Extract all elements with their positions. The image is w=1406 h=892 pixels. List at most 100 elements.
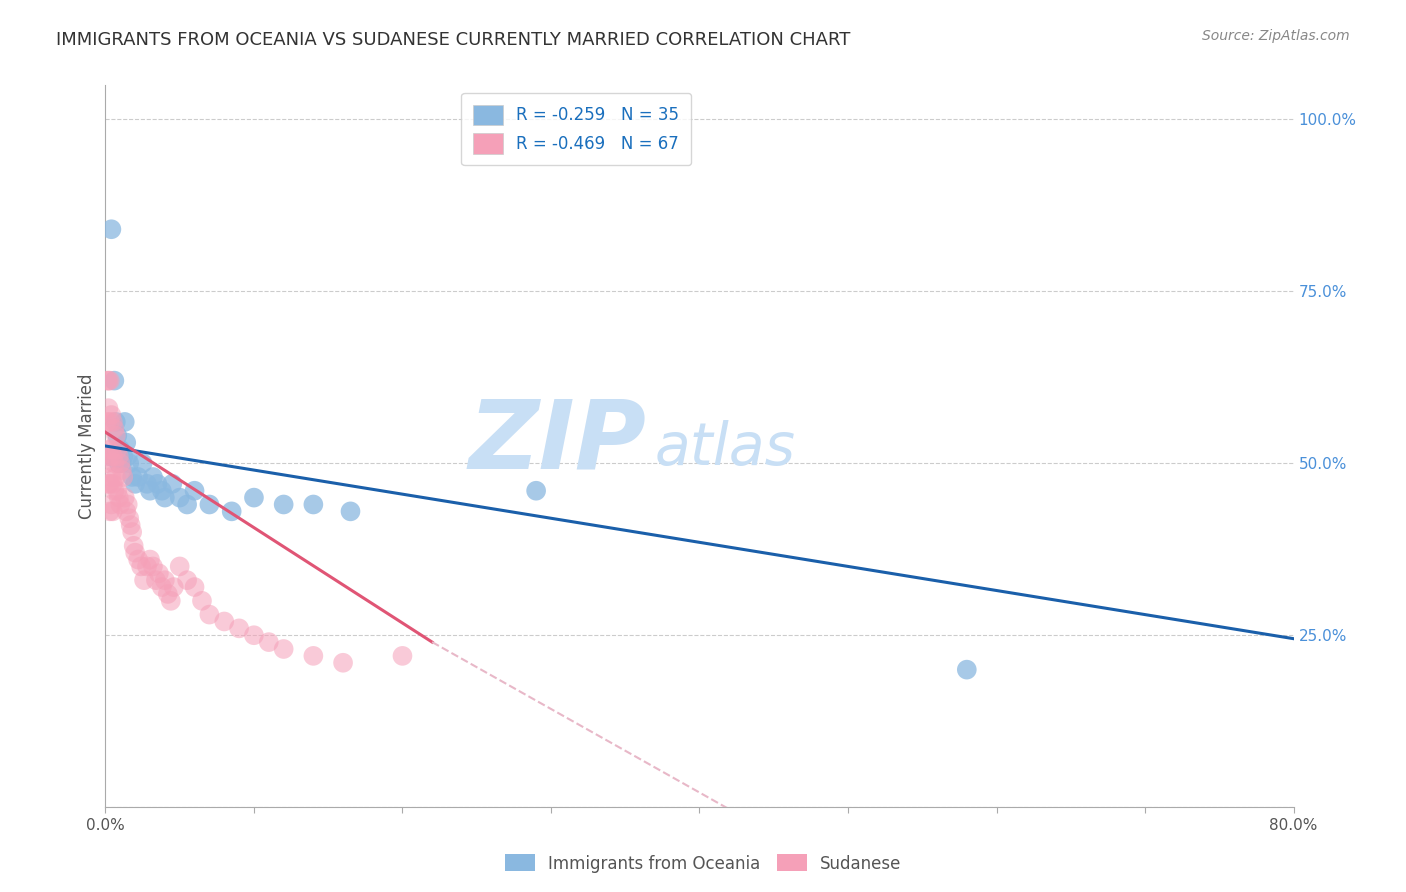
Point xyxy=(139,483,162,498)
Point xyxy=(124,476,146,491)
Point xyxy=(100,408,122,422)
Point xyxy=(97,401,120,416)
Point xyxy=(139,552,162,566)
Point xyxy=(302,648,325,663)
Point xyxy=(391,648,413,663)
Point xyxy=(142,559,165,574)
Point xyxy=(150,483,173,498)
Point xyxy=(118,511,141,525)
Point xyxy=(243,628,266,642)
Point xyxy=(115,504,138,518)
Point xyxy=(101,415,124,429)
Point xyxy=(96,374,118,388)
Point xyxy=(302,498,325,512)
Point xyxy=(97,374,120,388)
Point xyxy=(115,435,138,450)
Point xyxy=(156,587,179,601)
Point xyxy=(112,450,135,464)
Point xyxy=(101,450,124,464)
Point xyxy=(176,498,198,512)
Point xyxy=(163,580,186,594)
Point xyxy=(198,607,221,622)
Point xyxy=(120,518,142,533)
Point xyxy=(183,483,205,498)
Point xyxy=(104,470,127,484)
Text: atlas: atlas xyxy=(654,419,796,476)
Point xyxy=(100,498,122,512)
Point xyxy=(169,559,191,574)
Point xyxy=(132,573,155,587)
Point xyxy=(332,656,354,670)
Point xyxy=(101,476,124,491)
Text: IMMIGRANTS FROM OCEANIA VS SUDANESE CURRENTLY MARRIED CORRELATION CHART: IMMIGRANTS FROM OCEANIA VS SUDANESE CURR… xyxy=(56,31,851,49)
Point xyxy=(214,615,236,629)
Point xyxy=(101,504,124,518)
Point xyxy=(103,456,125,470)
Point xyxy=(176,573,198,587)
Point xyxy=(110,456,132,470)
Point xyxy=(108,450,131,464)
Point xyxy=(105,442,128,457)
Point xyxy=(105,483,128,498)
Point xyxy=(103,483,125,498)
Legend: Immigrants from Oceania, Sudanese: Immigrants from Oceania, Sudanese xyxy=(498,847,908,880)
Point xyxy=(98,415,121,429)
Point xyxy=(136,476,159,491)
Point xyxy=(114,491,136,505)
Point xyxy=(131,456,153,470)
Point xyxy=(98,374,121,388)
Point xyxy=(198,498,221,512)
Y-axis label: Currently Married: Currently Married xyxy=(77,373,96,519)
Point xyxy=(273,498,295,512)
Point xyxy=(228,621,250,635)
Point xyxy=(98,476,121,491)
Point xyxy=(153,573,176,587)
Point xyxy=(257,635,280,649)
Point xyxy=(98,504,121,518)
Point xyxy=(221,504,243,518)
Point xyxy=(108,456,131,470)
Point xyxy=(129,559,152,574)
Point xyxy=(183,580,205,594)
Point xyxy=(97,476,120,491)
Point xyxy=(98,450,121,464)
Text: ZIP: ZIP xyxy=(468,396,645,489)
Point xyxy=(169,491,191,505)
Point xyxy=(145,573,167,587)
Point xyxy=(243,491,266,505)
Point xyxy=(110,498,132,512)
Point xyxy=(111,456,134,470)
Point xyxy=(100,222,122,236)
Point xyxy=(104,428,127,442)
Point xyxy=(524,483,547,498)
Point xyxy=(114,415,136,429)
Point xyxy=(117,450,139,464)
Point xyxy=(127,552,149,566)
Point xyxy=(146,476,169,491)
Point xyxy=(103,422,125,436)
Text: Source: ZipAtlas.com: Source: ZipAtlas.com xyxy=(1202,29,1350,43)
Point xyxy=(108,491,131,505)
Point xyxy=(162,476,184,491)
Point xyxy=(124,546,146,560)
Point xyxy=(191,594,214,608)
Point xyxy=(121,470,143,484)
Point xyxy=(273,642,295,657)
Point xyxy=(136,559,159,574)
Point xyxy=(100,442,122,457)
Point xyxy=(118,456,141,470)
Point xyxy=(127,470,149,484)
Point xyxy=(122,539,145,553)
Point xyxy=(148,566,170,581)
Point xyxy=(104,415,127,429)
Point xyxy=(98,450,121,464)
Point xyxy=(142,470,165,484)
Point xyxy=(956,663,979,677)
Point xyxy=(100,470,122,484)
Point xyxy=(111,463,134,477)
Point xyxy=(339,504,361,518)
Point xyxy=(105,428,128,442)
Point xyxy=(96,456,118,470)
Point xyxy=(121,524,143,539)
Point xyxy=(150,580,173,594)
